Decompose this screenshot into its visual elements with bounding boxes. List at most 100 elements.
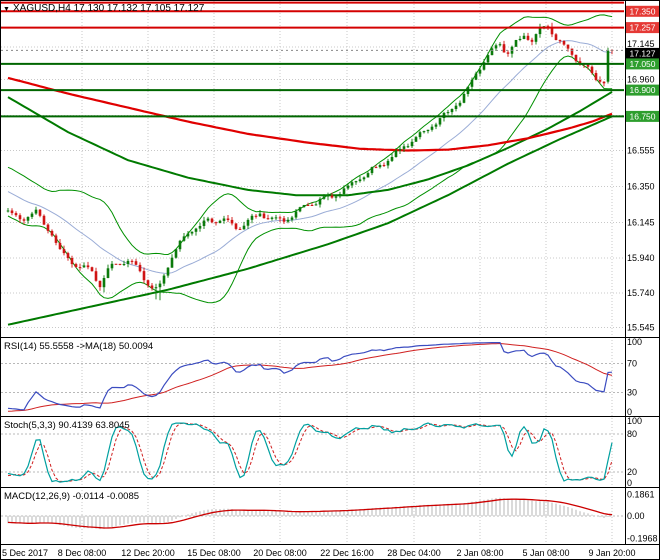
candle-body <box>162 275 166 284</box>
candle-body <box>354 181 358 183</box>
candle-body <box>222 218 226 221</box>
candle-body <box>514 40 518 47</box>
time-axis-label: 5 Jan 08:00 <box>522 548 569 558</box>
rsi-panel-header: RSI(14) 55.5558 ->MA(18) 50.0094 <box>4 341 153 352</box>
candle-body <box>14 213 18 216</box>
candle-body <box>326 195 330 197</box>
candle-body <box>474 73 478 80</box>
price-badge-label: 16.900 <box>630 85 656 95</box>
price-badge-label: 17.257 <box>630 23 656 33</box>
ma-green-slow <box>7 91 613 197</box>
candle-body <box>18 215 22 220</box>
stoch-panel[interactable]: 100 80 200 <box>1 416 642 488</box>
candle-body <box>26 216 30 221</box>
candle-body <box>370 167 374 174</box>
bollinger-upper-band <box>7 14 613 256</box>
level-price-badge <box>626 110 659 122</box>
candle-body <box>82 265 86 268</box>
candle-body <box>450 109 454 113</box>
candle-body <box>586 64 590 67</box>
candle-body <box>534 34 538 42</box>
candle-body <box>42 215 46 225</box>
candle-body <box>530 39 534 42</box>
candle-body <box>218 220 222 224</box>
candle-body <box>286 219 290 222</box>
candle-body <box>38 209 42 216</box>
candle-body <box>278 217 282 219</box>
candle-body <box>374 167 378 169</box>
candle-body <box>522 35 526 39</box>
candle-body <box>146 280 150 286</box>
candle-body <box>482 62 486 70</box>
candle-body <box>50 230 54 236</box>
moving-averages <box>7 76 613 326</box>
candle-body <box>462 94 466 103</box>
price-badge-label: 17.050 <box>630 59 656 69</box>
candle-body <box>206 218 210 221</box>
price-axis-label: 16.555 <box>627 146 655 156</box>
rsi-panel[interactable]: 100 70 30 0 <box>1 337 642 417</box>
candle-body <box>106 268 110 278</box>
level-price-badge <box>626 22 659 34</box>
macd-scale-label: -0.1968 <box>627 533 658 543</box>
price-axis-label: 15.545 <box>627 322 655 332</box>
price-level-lines[interactable] <box>1 1 624 118</box>
candle-body <box>598 80 602 82</box>
bollinger-bands <box>7 14 613 304</box>
time-axis-label: 28 Dec 04:00 <box>387 548 441 558</box>
candle-body <box>526 35 530 40</box>
candle-body <box>334 196 338 198</box>
candle-body <box>238 228 242 230</box>
time-axis-label: 9 Jan 20:00 <box>588 548 635 558</box>
candle-body <box>306 205 310 206</box>
stoch-signal-line <box>7 422 613 483</box>
symbol-ohlc-header: XAGUSD,H4 17.130 17.132 17.105 17.127 <box>13 3 205 14</box>
candle-body <box>570 48 574 55</box>
candle-body <box>114 263 118 265</box>
price-badge-label: 17.350 <box>630 6 656 16</box>
candle-body <box>382 165 386 166</box>
candle-body <box>314 204 318 206</box>
candle-body <box>178 240 182 250</box>
candle-body <box>590 66 594 73</box>
time-axis-label: 8 Dec 08:00 <box>58 548 107 558</box>
candle-body <box>518 38 522 40</box>
candle-body <box>506 52 510 54</box>
rsi-ma-line <box>7 342 613 412</box>
candle-body <box>438 118 442 125</box>
candle-body <box>350 182 354 186</box>
time-axis[interactable]: 5 Dec 2017 8 Dec 08:00 12 Dec 20:00 15 Dec … <box>2 548 636 558</box>
candle-body <box>118 263 122 265</box>
candle-body <box>182 236 186 241</box>
candle-body <box>578 61 582 64</box>
candle-body <box>458 102 462 106</box>
candle-body <box>78 267 82 269</box>
candle-body <box>22 219 26 221</box>
macd-signal-line <box>7 498 613 529</box>
candle-body <box>554 34 558 40</box>
candle-body <box>446 112 450 114</box>
candle-body <box>46 224 50 231</box>
rsi-scale-label: 0 <box>627 407 632 417</box>
candle-body <box>498 44 502 46</box>
candle-body <box>318 198 322 205</box>
candle-body <box>342 188 346 194</box>
grid <box>1 1 624 544</box>
candle-body <box>550 28 554 35</box>
candle-body <box>54 235 58 243</box>
level-price-badge <box>626 58 659 70</box>
candle-body <box>190 231 194 234</box>
price-badge-label: 17.127 <box>630 48 656 58</box>
candle-body <box>478 69 482 74</box>
rsi-line <box>7 342 613 411</box>
candle-body <box>226 218 230 220</box>
candle-body <box>130 260 134 262</box>
macd-panel[interactable]: 0.1861 0.00 -0.1968 <box>1 490 658 544</box>
candle-body <box>94 271 98 281</box>
candle-body <box>142 271 146 281</box>
candle-body <box>86 265 90 268</box>
macd-panel-header: MACD(12,26,9) -0.0114 -0.0085 <box>4 491 139 502</box>
